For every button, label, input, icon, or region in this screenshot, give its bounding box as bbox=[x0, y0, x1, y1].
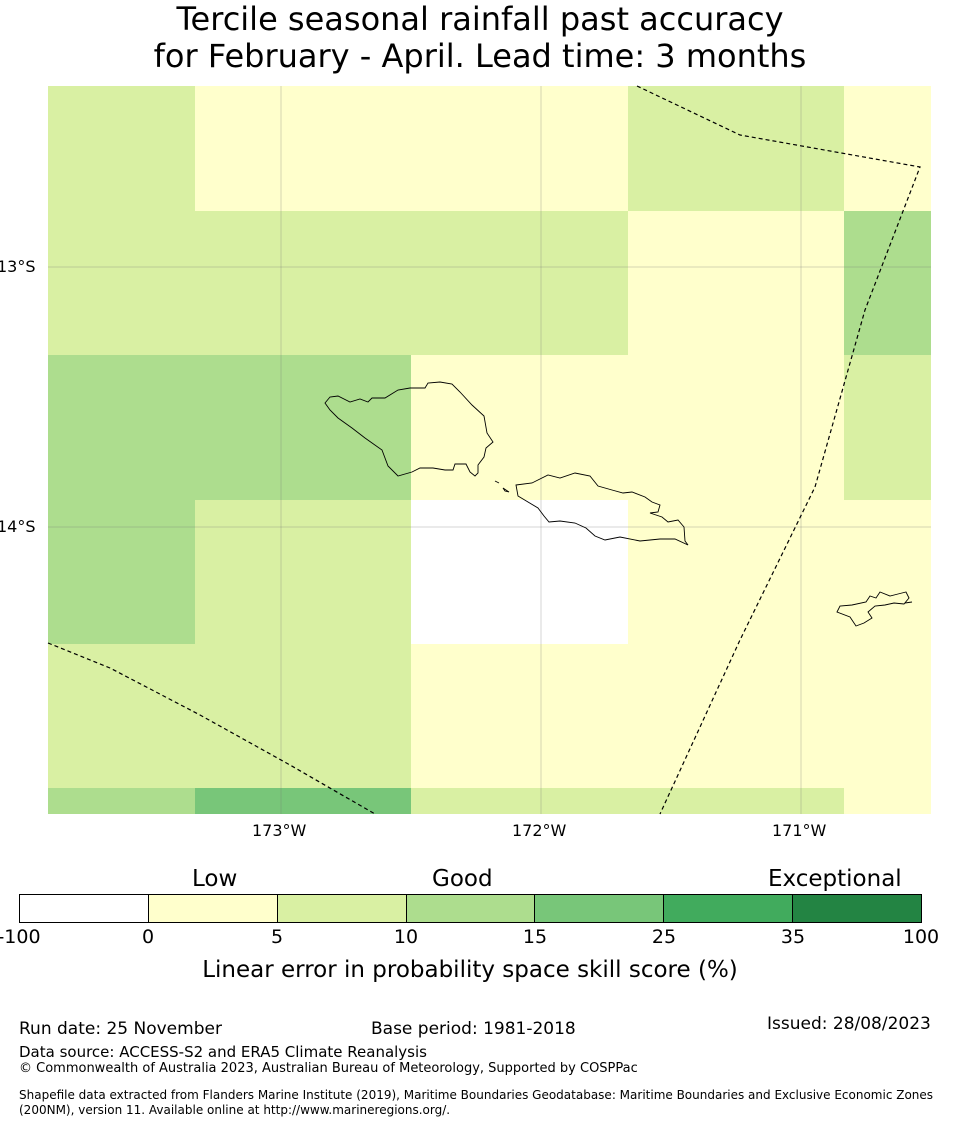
grid-cell bbox=[48, 86, 195, 211]
grid-cell bbox=[628, 211, 844, 355]
islet-outline bbox=[904, 601, 913, 604]
grid-cell bbox=[48, 211, 628, 355]
grid-cell bbox=[844, 211, 931, 355]
colorbar-tick-label: -100 bbox=[0, 926, 41, 948]
islet-outline bbox=[494, 480, 500, 484]
colorbar-segment bbox=[793, 895, 922, 922]
lon-label-171w: 171°W bbox=[772, 821, 827, 840]
legend-word-low: Low bbox=[192, 866, 238, 892]
grid-cell bbox=[411, 788, 844, 814]
skill-map bbox=[47, 85, 931, 815]
upolu-island-outline bbox=[515, 472, 689, 546]
grid-cell bbox=[628, 86, 844, 211]
run-date: Run date: 25 November bbox=[19, 1019, 222, 1039]
colorbar-segment bbox=[148, 895, 278, 922]
grid-cell bbox=[195, 86, 628, 211]
colorbar-tick-label: 15 bbox=[522, 926, 548, 948]
grid-cell bbox=[411, 644, 931, 788]
colorbar-segment bbox=[664, 895, 794, 922]
colorbar-segment bbox=[277, 895, 407, 922]
grid-cell bbox=[195, 500, 411, 644]
tutuila-island-outline bbox=[836, 591, 910, 627]
issued-date: Issued: 28/08/2023 bbox=[767, 1014, 931, 1034]
lat-label-13s: 13°S bbox=[0, 257, 36, 276]
legend-word-exceptional: Exceptional bbox=[768, 866, 902, 892]
lat-label-14s: 14°S bbox=[0, 517, 36, 536]
grid-cell bbox=[48, 500, 195, 644]
grid-cell bbox=[844, 86, 931, 211]
colorbar-segment bbox=[20, 895, 149, 922]
savaii-island-outline bbox=[324, 381, 494, 477]
colorbar-tick-label: 5 bbox=[270, 926, 284, 948]
grid-cell bbox=[48, 788, 195, 814]
grid-cell bbox=[844, 355, 931, 500]
map-title-line-2: for February - April. Lead time: 3 month… bbox=[153, 37, 807, 75]
colorbar-tick-label: 100 bbox=[902, 926, 940, 948]
base-period: Base period: 1981-2018 bbox=[371, 1019, 576, 1039]
colorbar bbox=[19, 894, 922, 923]
colorbar-tick-label: 0 bbox=[141, 926, 155, 948]
colorbar-tick-label: 25 bbox=[651, 926, 677, 948]
eez-boundary-east bbox=[636, 85, 921, 815]
shapefile-credit-line-1: Shapefile data extracted from Flanders M… bbox=[19, 1088, 934, 1102]
colorbar-segment bbox=[535, 895, 665, 922]
grid-cell bbox=[411, 500, 628, 644]
colorbar-segment bbox=[406, 895, 536, 922]
colorbar-tick-label: 35 bbox=[780, 926, 806, 948]
lon-label-172w: 172°W bbox=[512, 821, 567, 840]
copyright: © Commonwealth of Australia 2023, Austra… bbox=[19, 1061, 638, 1076]
data-source: Data source: ACCESS-S2 and ERA5 Climate … bbox=[19, 1043, 427, 1061]
grid-cell bbox=[195, 788, 411, 814]
eez-boundaries bbox=[47, 85, 921, 815]
grid-cell bbox=[628, 500, 931, 644]
eez-boundary-southwest bbox=[47, 642, 376, 815]
graticule bbox=[48, 86, 931, 814]
coastlines bbox=[324, 381, 913, 627]
colorbar-tick-label: 10 bbox=[393, 926, 419, 948]
grid-cell bbox=[411, 355, 844, 500]
lon-label-173w: 173°W bbox=[252, 821, 307, 840]
grid-cell bbox=[48, 355, 411, 500]
islet-outline bbox=[502, 487, 510, 493]
map-title-line-1: Tercile seasonal rainfall past accuracy bbox=[176, 0, 784, 38]
shapefile-credit-line-2: (200NM), version 11. Available online at… bbox=[19, 1103, 451, 1117]
grid-cell bbox=[844, 788, 931, 814]
legend-word-good: Good bbox=[432, 866, 493, 892]
colorbar-label: Linear error in probability space skill … bbox=[202, 957, 738, 983]
skill-grid bbox=[48, 86, 931, 814]
